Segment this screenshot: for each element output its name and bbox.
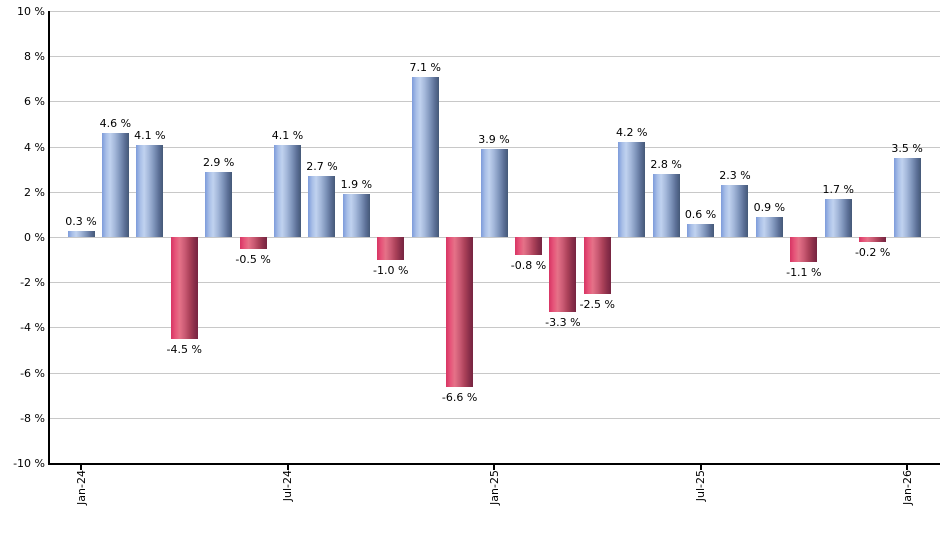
x-tick-label: Jul-24 (281, 470, 295, 502)
x-tick (80, 464, 82, 470)
bar (583, 237, 611, 294)
bar (687, 223, 715, 238)
bar-value-label: -4.5 % (166, 343, 202, 357)
y-tick-label: -6 % (20, 366, 45, 380)
x-tick-label: Jul-25 (694, 470, 708, 502)
bar (480, 149, 508, 238)
bar-value-label: 3.5 % (891, 142, 923, 156)
bar-value-label: 3.9 % (478, 133, 510, 147)
bar (618, 142, 646, 238)
bar (652, 174, 680, 238)
bar-value-label: 0.6 % (684, 207, 717, 221)
bar (67, 230, 95, 238)
x-tick (493, 464, 496, 470)
gridline (48, 101, 940, 103)
y-tick-label: -10 % (13, 456, 45, 470)
bar (755, 217, 783, 238)
bar-value-label: 4.6 % (99, 117, 132, 131)
gridline (48, 146, 940, 148)
bar (274, 144, 302, 238)
gridline (48, 10, 940, 12)
x-axis-line (48, 462, 940, 465)
bar-value-label: -1.1 % (786, 266, 822, 280)
bar-value-label: -1.0 % (373, 264, 409, 277)
y-tick-label: 6 % (24, 95, 45, 109)
bar-value-label: 2.8 % (650, 158, 682, 172)
bar-value-label: -0.8 % (510, 259, 547, 273)
bar-value-label: -0.5 % (235, 252, 271, 266)
bar-value-label: 4.2 % (615, 126, 648, 140)
bar (239, 237, 267, 249)
y-tick-label: -4 % (20, 321, 45, 335)
bar (205, 171, 233, 238)
x-tick-label: Jan-24 (74, 470, 88, 506)
bar-value-label: 7.1 % (409, 60, 441, 74)
bar (514, 237, 542, 256)
bar (824, 198, 852, 238)
gridline (48, 236, 940, 238)
bar (721, 185, 749, 238)
bar-value-label: 2.7 % (306, 160, 338, 174)
gridline (48, 372, 940, 374)
bar-value-label: 0.9 % (753, 201, 786, 215)
bar (342, 194, 370, 238)
x-tick (906, 464, 909, 470)
x-tick-label: Jan-26 (900, 470, 914, 506)
y-tick-label: 0 % (24, 230, 45, 244)
x-tick (286, 464, 289, 470)
bar (101, 133, 129, 238)
bar (893, 158, 921, 238)
bar-value-label: 1.9 % (340, 178, 373, 192)
y-tick-label: -8 % (20, 411, 45, 425)
bar-value-label: 0.3 % (65, 214, 97, 228)
bar-value-label: 4.1 % (271, 128, 304, 142)
bar-value-label: 2.3 % (719, 169, 751, 183)
y-tick-label: 10 % (17, 4, 45, 18)
bar (377, 237, 405, 260)
bar-value-label: 2.9 % (202, 155, 235, 169)
y-tick-label: -2 % (20, 276, 45, 290)
y-tick-label: 8 % (24, 50, 45, 64)
bar-value-label: 4.1 % (134, 128, 166, 142)
gridline (48, 417, 940, 419)
bar (549, 237, 577, 312)
gridline (48, 56, 940, 58)
bar (308, 176, 336, 238)
bar (170, 237, 198, 340)
y-tick-label: 4 % (24, 140, 45, 154)
y-axis-line (48, 10, 50, 465)
gridline (48, 282, 940, 284)
bar-value-label: -2.5 % (579, 297, 615, 311)
bar (411, 76, 439, 238)
x-tick (699, 464, 702, 470)
bar-value-label: -0.2 % (854, 245, 891, 259)
bar-value-label: 1.7 % (822, 182, 854, 196)
bar (136, 144, 164, 238)
y-tick-label: 2 % (24, 185, 45, 199)
bar-value-label: -6.6 % (441, 390, 478, 404)
gridline (48, 327, 940, 329)
bar-value-label: -3.3 % (545, 315, 581, 329)
bar (859, 237, 887, 242)
bar (446, 237, 474, 387)
x-tick-label: Jan-25 (487, 470, 501, 506)
bar (790, 237, 818, 263)
